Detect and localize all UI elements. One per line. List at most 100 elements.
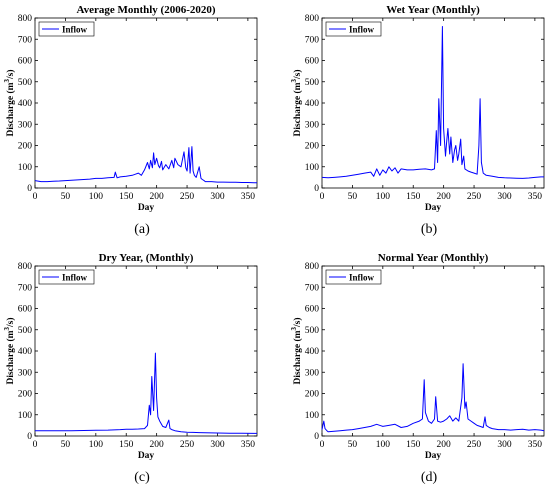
y-axis-label: Discharge (m3/s) (290, 69, 303, 136)
chart-title: Average Monthly (2006-2020) (76, 4, 215, 16)
x-tick-label: 50 (61, 440, 71, 450)
y-tick-label: 800 (18, 14, 33, 24)
x-tick-label: 50 (348, 440, 358, 450)
x-tick-label: 150 (406, 440, 421, 450)
x-tick-label: 200 (437, 440, 452, 450)
y-axis-label: Discharge (m3/s) (3, 317, 16, 384)
x-tick-label: 250 (180, 440, 195, 450)
plot-frame (321, 17, 545, 189)
legend-label: Inflow (62, 25, 88, 35)
x-tick-label: 0 (320, 440, 325, 450)
y-tick-label: 400 (18, 347, 33, 357)
panel-label: (a) (134, 222, 150, 237)
plot-frame (34, 17, 258, 189)
y-tick-label: 600 (18, 305, 33, 315)
chart-panel: Wet Year (Monthly) 0 50 100 150 200 250 300 350 0… (290, 4, 545, 237)
y-tick-label: 700 (305, 283, 320, 293)
x-axis-label: Day (425, 451, 442, 461)
y-tick-label: 200 (18, 142, 33, 152)
x-tick-label: 200 (150, 440, 165, 450)
y-tick-label: 700 (305, 35, 320, 45)
y-tick-label: 400 (18, 99, 33, 109)
legend-box (38, 21, 95, 37)
y-tick-label: 600 (305, 305, 320, 315)
y-tick-label: 500 (18, 326, 33, 336)
y-tick-label: 500 (18, 78, 33, 88)
y-tick-label: 600 (305, 57, 320, 67)
plot-frame (321, 265, 545, 437)
x-tick-label: 250 (467, 192, 482, 202)
chart-panel: Dry Year, (Monthly) 0 50 100 150 200 250 300 350… (3, 252, 258, 485)
y-tick-label: 200 (305, 142, 320, 152)
x-tick-label: 150 (119, 192, 134, 202)
y-tick-label: 300 (18, 368, 33, 378)
y-tick-label: 0 (27, 184, 32, 194)
plot-frame (34, 265, 258, 437)
y-tick-label: 400 (305, 347, 320, 357)
series-line-inflow (35, 352, 257, 434)
x-tick-label: 350 (241, 192, 256, 202)
legend-box (38, 269, 95, 285)
y-tick-label: 0 (314, 432, 319, 442)
panel-label: (c) (134, 470, 150, 485)
y-tick-label: 200 (18, 390, 33, 400)
y-tick-label: 400 (305, 99, 320, 109)
legend-box (325, 269, 382, 285)
legend-label: Inflow (349, 25, 375, 35)
x-tick-label: 350 (528, 440, 543, 450)
x-tick-label: 50 (61, 192, 71, 202)
panel-label: (d) (421, 470, 438, 485)
x-tick-label: 100 (89, 192, 104, 202)
x-tick-label: 100 (89, 440, 104, 450)
chart-title: Normal Year (Monthly) (378, 252, 489, 264)
x-tick-label: 300 (497, 192, 512, 202)
x-tick-label: 200 (150, 192, 165, 202)
x-tick-label: 300 (210, 440, 225, 450)
x-tick-label: 300 (210, 192, 225, 202)
x-tick-label: 50 (348, 192, 358, 202)
chart-title: Dry Year, (Monthly) (99, 252, 194, 264)
y-tick-label: 300 (305, 368, 320, 378)
y-tick-label: 300 (18, 120, 33, 130)
chart-panel: Average Monthly (2006-2020) 0 50 100 150 200 2… (3, 4, 258, 237)
x-tick-label: 150 (119, 440, 134, 450)
x-axis-label: Day (425, 203, 442, 213)
y-tick-label: 100 (18, 163, 33, 173)
y-tick-label: 0 (27, 432, 32, 442)
x-tick-label: 100 (376, 440, 391, 450)
x-tick-label: 150 (406, 192, 421, 202)
x-tick-label: 350 (241, 440, 256, 450)
y-tick-label: 800 (305, 14, 320, 24)
y-tick-label: 300 (305, 120, 320, 130)
x-axis-label: Day (138, 203, 155, 213)
series-line-inflow (321, 26, 544, 179)
x-tick-label: 200 (437, 192, 452, 202)
y-tick-label: 0 (314, 184, 319, 194)
x-tick-label: 0 (320, 192, 325, 202)
y-axis-label: Discharge (m3/s) (290, 317, 303, 384)
series-line-inflow (34, 146, 257, 184)
y-axis-label: Discharge (m3/s) (3, 69, 16, 136)
panel-label: (b) (421, 222, 438, 237)
x-tick-label: 250 (467, 440, 482, 450)
x-tick-label: 0 (33, 192, 38, 202)
y-tick-label: 100 (305, 411, 320, 421)
legend-box (325, 21, 382, 37)
y-tick-label: 200 (305, 390, 320, 400)
y-tick-label: 700 (18, 283, 33, 293)
y-tick-label: 700 (18, 35, 33, 45)
legend-label: Inflow (62, 273, 88, 283)
y-tick-label: 800 (305, 262, 320, 272)
x-tick-label: 350 (528, 192, 543, 202)
x-tick-label: 100 (376, 192, 391, 202)
y-tick-label: 100 (18, 411, 33, 421)
y-tick-label: 100 (305, 163, 320, 173)
chart-panel: Normal Year (Monthly) 0 50 100 150 200 250 300 3… (290, 252, 545, 485)
x-axis-label: Day (138, 451, 155, 461)
chart-title: Wet Year (Monthly) (386, 4, 480, 16)
legend-label: Inflow (349, 273, 375, 283)
y-tick-label: 600 (18, 57, 33, 67)
y-tick-label: 800 (18, 262, 33, 272)
x-tick-label: 0 (33, 440, 38, 450)
